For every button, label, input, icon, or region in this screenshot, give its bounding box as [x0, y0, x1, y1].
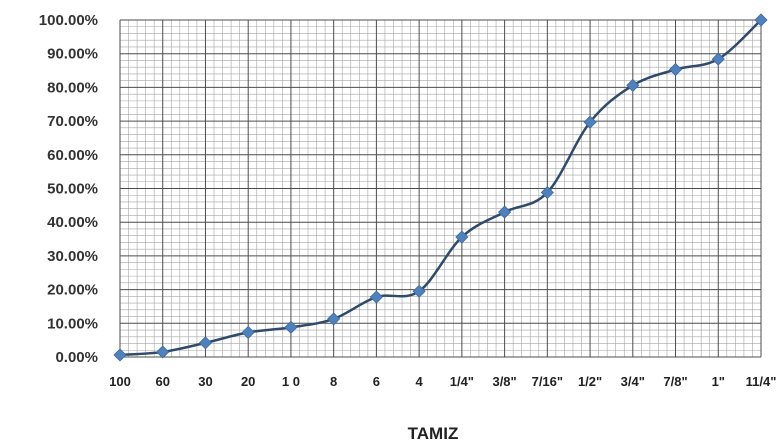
series-line — [119, 19, 762, 357]
data-point-marker — [626, 78, 640, 92]
x-tick-label: 7/8" — [663, 374, 687, 389]
x-tick-label: 6 — [373, 374, 380, 389]
x-tick-label: 60 — [155, 374, 169, 389]
x-axis-tick-labels: 100 60 30 20 1 0 8 6 4 1/4" 3/8" 7/16" 1/2" 3/4" 7/8"… — [109, 374, 776, 389]
x-tick-label: 3/8" — [492, 374, 516, 389]
x-tick-label: 7/16" — [532, 374, 563, 389]
series-markers — [113, 13, 768, 362]
y-tick-label: 0.00% — [55, 349, 98, 366]
data-point-marker — [498, 205, 512, 219]
data-point-marker — [583, 115, 597, 129]
x-tick-label: 30 — [198, 374, 212, 389]
x-tick-label: 11/4" — [746, 374, 777, 389]
data-point-marker — [412, 284, 426, 298]
x-axis-title: TAMIZ — [408, 424, 459, 441]
y-tick-label: 70.00% — [47, 113, 98, 130]
data-point-marker — [668, 62, 683, 77]
y-tick-label: 90.00% — [47, 46, 98, 63]
x-tick-label: 1" — [712, 374, 725, 389]
y-tick-label: 50.00% — [47, 181, 98, 198]
x-tick-label: 3/4" — [621, 374, 645, 389]
x-tick-label: 100 — [109, 374, 131, 389]
x-tick-label: 8 — [330, 374, 337, 389]
data-point-marker — [754, 13, 768, 27]
y-axis-tick-labels: 0.00% 10.00% 20.00% 30.00% 40.00% 50.00% 60.00… — [39, 12, 98, 366]
x-tick-label: 1/4" — [450, 374, 474, 389]
data-point-marker — [156, 345, 170, 359]
y-tick-label: 100.00% — [39, 12, 98, 29]
x-tick-label: 4 — [416, 374, 424, 389]
y-tick-label: 10.00% — [47, 315, 98, 332]
x-tick-label: 1 0 — [282, 374, 300, 389]
data-point-marker — [327, 312, 341, 326]
data-point-marker — [284, 320, 298, 334]
data-point-marker — [711, 52, 725, 66]
y-tick-label: 20.00% — [47, 282, 98, 299]
y-tick-label: 60.00% — [47, 147, 98, 164]
data-point-marker — [113, 348, 127, 362]
data-point-marker — [241, 325, 255, 339]
x-tick-label: 1/2" — [578, 374, 602, 389]
y-tick-label: 30.00% — [47, 248, 98, 265]
x-tick-label: 20 — [241, 374, 255, 389]
y-tick-label: 80.00% — [47, 79, 98, 96]
data-point-marker — [369, 290, 383, 304]
y-tick-label: 40.00% — [47, 214, 98, 231]
data-point-marker — [198, 336, 213, 350]
data-point-marker — [540, 185, 554, 200]
major-grid — [119, 19, 762, 358]
data-point-marker — [455, 230, 469, 244]
